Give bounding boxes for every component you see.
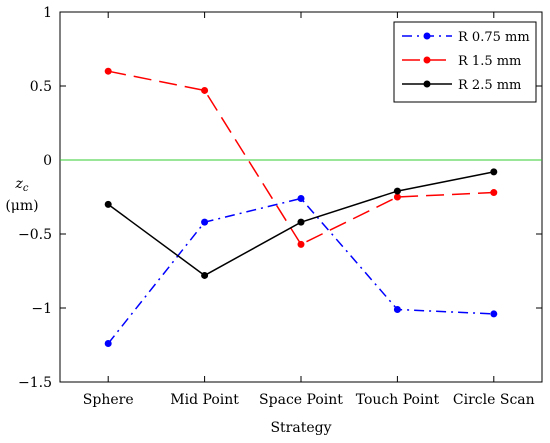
data-point <box>201 86 209 94</box>
x-tick-label: Circle Scan <box>453 392 535 408</box>
y-axis-symbol: z <box>15 176 24 192</box>
data-point <box>201 271 209 279</box>
data-point <box>393 193 401 201</box>
legend: R 0.75 mm R 1.5 mm R 2.5 mm <box>393 21 537 103</box>
y-axis-subscript: c <box>23 183 29 194</box>
data-point <box>490 189 498 197</box>
series-1 <box>104 194 498 348</box>
series-2 <box>104 67 498 248</box>
y-tick-label: −1.5 <box>18 375 52 391</box>
axes-layer: 1 0.5 0 −0.5 −1 −1.5 Sphere Mid Point Space Poin… <box>18 5 543 408</box>
y-tick-label: 0.5 <box>30 79 52 95</box>
series-layer <box>104 67 498 348</box>
y-axis-unit: (μm) <box>5 198 38 214</box>
y-axis-title: zc <box>15 176 29 194</box>
legend-label: R 0.75 mm <box>458 30 530 45</box>
x-tick-label: Touch Point <box>356 392 440 408</box>
legend-swatch-marker <box>423 56 431 64</box>
y-tick-label: 1 <box>43 5 52 21</box>
legend-swatch-marker <box>423 32 431 40</box>
data-point <box>104 200 112 208</box>
y-tick-label: 0 <box>43 153 52 169</box>
data-point <box>393 187 401 195</box>
y-tick-label: −1 <box>31 301 52 317</box>
series-line <box>108 70 494 246</box>
data-point <box>201 218 209 226</box>
y-tick-label: −0.5 <box>18 227 52 243</box>
data-point <box>297 240 305 248</box>
data-point <box>104 340 112 348</box>
data-point <box>104 67 112 75</box>
series-3 <box>104 168 498 279</box>
x-tick-label: Mid Point <box>170 392 239 408</box>
x-tick-label: Sphere <box>83 392 134 408</box>
legend-label: R 1.5 mm <box>458 54 521 69</box>
x-axis-title: Strategy <box>270 420 331 436</box>
x-tick-label: Space Point <box>259 392 343 408</box>
series-line <box>107 197 494 344</box>
data-point <box>297 194 305 202</box>
data-point <box>490 310 498 318</box>
data-point <box>297 218 305 226</box>
legend-swatch-marker <box>423 80 431 88</box>
data-point <box>490 168 498 176</box>
legend-label: R 2.5 mm <box>458 78 521 93</box>
data-point <box>393 305 401 313</box>
